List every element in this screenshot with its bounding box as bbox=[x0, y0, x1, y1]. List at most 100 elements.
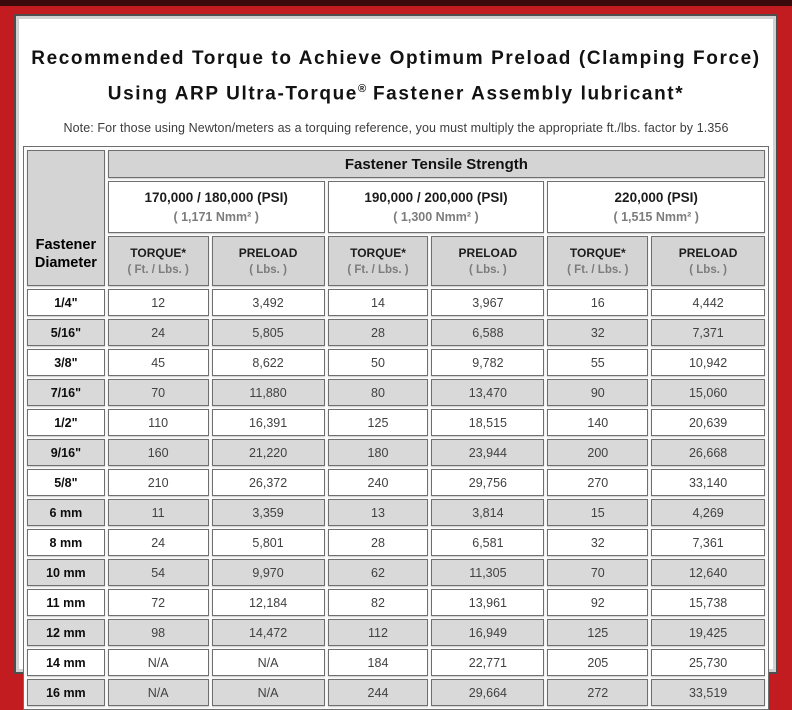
value-cell: 16,949 bbox=[431, 619, 545, 647]
psi-value: 170,000 / 180,000 (PSI) bbox=[144, 190, 288, 206]
value-cell: 270 bbox=[547, 469, 649, 497]
diameter-cell: 14 mm bbox=[27, 649, 105, 677]
nmm-value: ( 1,300 Nmm² ) bbox=[393, 210, 479, 225]
value-cell: 6,581 bbox=[431, 529, 545, 557]
value-cell: 3,359 bbox=[211, 499, 325, 527]
header-row-columns: TORQUE* ( Ft. / Lbs. ) PRELOAD ( Lbs. ) TORQ… bbox=[27, 236, 765, 287]
value-cell: 11,305 bbox=[431, 559, 545, 587]
value-cell: 15 bbox=[547, 499, 649, 527]
value-cell: 14 bbox=[327, 289, 429, 317]
value-cell: 29,756 bbox=[431, 469, 545, 497]
value-cell: 244 bbox=[327, 679, 429, 707]
value-cell: 28 bbox=[327, 529, 429, 557]
diameter-cell: 12 mm bbox=[27, 619, 105, 647]
table-row: 10 mm 54 9,970 62 11,305 70 12,640 bbox=[27, 559, 765, 587]
title-line-2-pre: Using ARP Ultra-Torque bbox=[107, 83, 358, 105]
preload-column-header-label: PRELOAD bbox=[678, 246, 738, 261]
value-cell: 15,738 bbox=[651, 589, 765, 617]
corner-header-cell: Fastener Diameter bbox=[27, 150, 105, 287]
value-cell: 19,425 bbox=[651, 619, 765, 647]
value-cell: 80 bbox=[327, 379, 429, 407]
preload-column-header-unit: ( Lbs. ) bbox=[469, 264, 507, 277]
title-line-2-post: Fastener Assembly lubricant* bbox=[366, 83, 685, 105]
value-cell: 12,184 bbox=[211, 589, 325, 617]
diameter-cell: 6 mm bbox=[27, 499, 105, 527]
value-cell: 20,639 bbox=[651, 409, 765, 437]
table-row: 11 mm 72 12,184 82 13,961 92 15,738 bbox=[27, 589, 765, 617]
value-cell: 8,622 bbox=[211, 349, 325, 377]
torque-table: Fastener Diameter Fastener Tensile Streng… bbox=[24, 147, 768, 709]
value-cell: 26,372 bbox=[211, 469, 325, 497]
value-cell: 11,880 bbox=[211, 379, 325, 407]
table-row: 5/16" 24 5,805 28 6,588 32 7,371 bbox=[27, 319, 765, 347]
value-cell: 16,391 bbox=[211, 409, 325, 437]
value-cell: 5,805 bbox=[211, 319, 325, 347]
torque-column-header-label: TORQUE* bbox=[569, 246, 626, 261]
value-cell: 29,664 bbox=[431, 679, 545, 707]
value-cell: N/A bbox=[107, 649, 209, 677]
torque-column-header-unit: ( Ft. / Lbs. ) bbox=[567, 264, 629, 277]
table-row: 1/2" 110 16,391 125 18,515 140 20,639 bbox=[27, 409, 765, 437]
table-row: 12 mm 98 14,472 112 16,949 125 19,425 bbox=[27, 619, 765, 647]
table-row: 3/8" 45 8,622 50 9,782 55 10,942 bbox=[27, 349, 765, 377]
preload-column-header: PRELOAD ( Lbs. ) bbox=[211, 236, 325, 287]
value-cell: 72 bbox=[107, 589, 209, 617]
diameter-cell: 10 mm bbox=[27, 559, 105, 587]
preload-column-header-unit: ( Lbs. ) bbox=[689, 264, 727, 277]
psi-group-header: 220,000 (PSI) ( 1,515 Nmm² ) bbox=[547, 181, 765, 234]
content-panel: Recommended Torque to Achieve Optimum Pr… bbox=[14, 14, 778, 710]
torque-column-header: TORQUE* ( Ft. / Lbs. ) bbox=[327, 236, 429, 287]
diameter-cell: 8 mm bbox=[27, 529, 105, 557]
table-row: 16 mm N/A N/A 244 29,664 272 33,519 bbox=[27, 679, 765, 707]
value-cell: 11 bbox=[107, 499, 209, 527]
value-cell: 140 bbox=[547, 409, 649, 437]
value-cell: 205 bbox=[547, 649, 649, 677]
value-cell: 112 bbox=[327, 619, 429, 647]
diameter-cell: 1/2" bbox=[27, 409, 105, 437]
value-cell: 240 bbox=[327, 469, 429, 497]
torque-column-header-label: TORQUE* bbox=[130, 246, 187, 261]
torque-column-header: TORQUE* ( Ft. / Lbs. ) bbox=[107, 236, 209, 287]
title-line-1: Recommended Torque to Achieve Optimum Pr… bbox=[31, 48, 761, 69]
nmm-value: ( 1,515 Nmm² ) bbox=[613, 210, 699, 225]
value-cell: 22,771 bbox=[431, 649, 545, 677]
value-cell: 32 bbox=[547, 319, 649, 347]
value-cell: 210 bbox=[107, 469, 209, 497]
content-panel-inner: Recommended Torque to Achieve Optimum Pr… bbox=[19, 19, 773, 710]
value-cell: N/A bbox=[107, 679, 209, 707]
value-cell: 3,814 bbox=[431, 499, 545, 527]
psi-group-header: 190,000 / 200,000 (PSI) ( 1,300 Nmm² ) bbox=[327, 181, 545, 234]
value-cell: 3,492 bbox=[211, 289, 325, 317]
value-cell: 6,588 bbox=[431, 319, 545, 347]
psi-value: 220,000 (PSI) bbox=[614, 190, 698, 206]
value-cell: 9,970 bbox=[211, 559, 325, 587]
value-cell: 70 bbox=[547, 559, 649, 587]
table-row: 1/4" 12 3,492 14 3,967 16 4,442 bbox=[27, 289, 765, 317]
header-row-psi: 170,000 / 180,000 (PSI) ( 1,171 Nmm² ) 190… bbox=[27, 181, 765, 234]
header-row-tensile: Fastener Diameter Fastener Tensile Streng… bbox=[27, 150, 765, 287]
value-cell: 15,060 bbox=[651, 379, 765, 407]
table-row: 14 mm N/A N/A 184 22,771 205 25,730 bbox=[27, 649, 765, 677]
value-cell: N/A bbox=[211, 679, 325, 707]
value-cell: 4,269 bbox=[651, 499, 765, 527]
nmm-value: ( 1,171 Nmm² ) bbox=[173, 210, 259, 225]
torque-table-wrap: Fastener Diameter Fastener Tensile Streng… bbox=[23, 146, 769, 710]
value-cell: 12,640 bbox=[651, 559, 765, 587]
value-cell: 12 bbox=[107, 289, 209, 317]
value-cell: 90 bbox=[547, 379, 649, 407]
value-cell: 13 bbox=[327, 499, 429, 527]
title-line-2: Using ARP Ultra-Torque® Fastener Assembl… bbox=[19, 74, 773, 109]
value-cell: 33,519 bbox=[651, 679, 765, 707]
diameter-cell: 9/16" bbox=[27, 439, 105, 467]
value-cell: 184 bbox=[327, 649, 429, 677]
diameter-cell: 3/8" bbox=[27, 349, 105, 377]
value-cell: 45 bbox=[107, 349, 209, 377]
preload-column-header: PRELOAD ( Lbs. ) bbox=[431, 236, 545, 287]
value-cell: 21,220 bbox=[211, 439, 325, 467]
torque-column-header: TORQUE* ( Ft. / Lbs. ) bbox=[547, 236, 649, 287]
diameter-cell: 5/16" bbox=[27, 319, 105, 347]
value-cell: 10,942 bbox=[651, 349, 765, 377]
value-cell: 55 bbox=[547, 349, 649, 377]
torque-column-header-unit: ( Ft. / Lbs. ) bbox=[347, 264, 409, 277]
value-cell: 24 bbox=[107, 529, 209, 557]
